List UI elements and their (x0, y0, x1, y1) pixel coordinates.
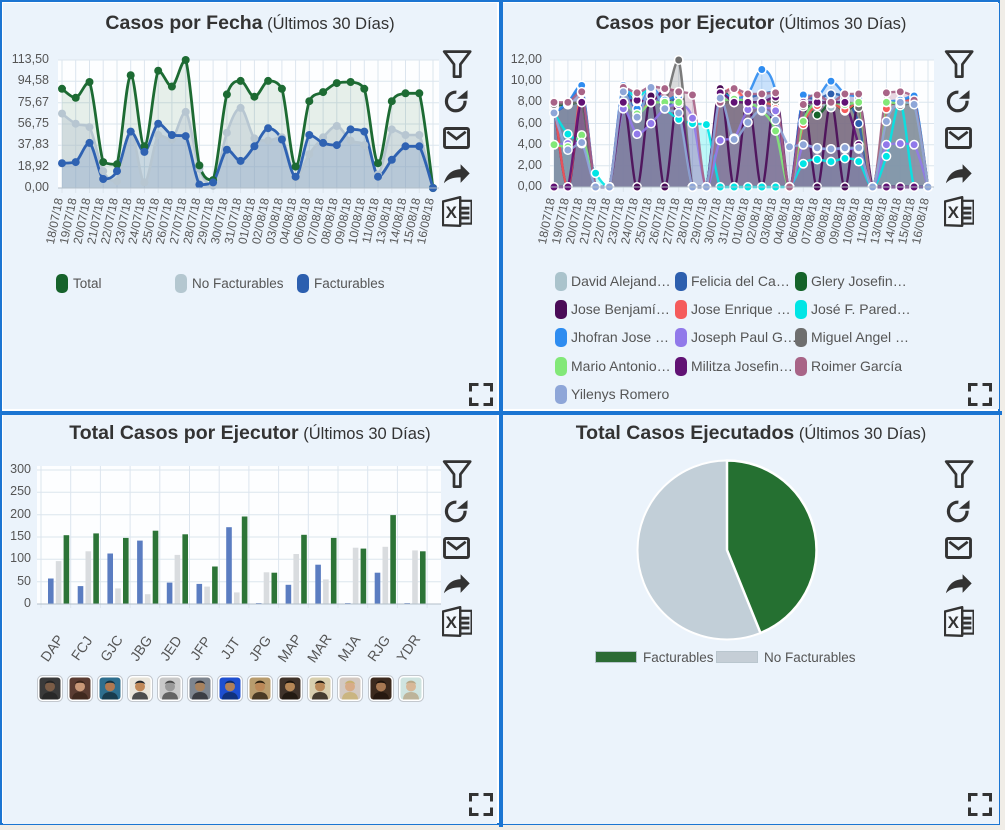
svg-text:MJA: MJA (334, 632, 364, 665)
svg-text:75,67: 75,67 (18, 95, 49, 109)
svg-text:18,92: 18,92 (18, 159, 49, 173)
svg-text:FCJ: FCJ (68, 633, 96, 663)
svg-text:0: 0 (24, 596, 31, 610)
svg-text:X: X (948, 203, 960, 222)
svg-text:10,00: 10,00 (511, 73, 542, 87)
svg-text:GJC: GJC (97, 632, 126, 664)
svg-text:250: 250 (10, 484, 31, 498)
svg-text:RJG: RJG (364, 632, 393, 664)
svg-text:MAP: MAP (274, 631, 305, 665)
svg-text:37,83: 37,83 (18, 137, 49, 151)
svg-text:YDR: YDR (393, 631, 423, 664)
svg-text:56,75: 56,75 (18, 116, 49, 130)
svg-text:X: X (446, 613, 458, 632)
svg-text:0,00: 0,00 (25, 180, 49, 194)
svg-text:94,58: 94,58 (18, 73, 49, 87)
svg-text:12,00: 12,00 (511, 52, 542, 66)
svg-text:DAP: DAP (37, 632, 67, 665)
svg-text:8,00: 8,00 (518, 94, 542, 108)
svg-text:150: 150 (10, 529, 31, 543)
svg-text:6,00: 6,00 (518, 116, 542, 130)
svg-text:JBG: JBG (127, 632, 156, 663)
svg-text:JED: JED (157, 633, 185, 664)
svg-text:50: 50 (17, 574, 31, 588)
svg-text:X: X (446, 203, 458, 222)
svg-text:0,00: 0,00 (518, 179, 542, 193)
svg-text:200: 200 (10, 507, 31, 521)
svg-text:MAR: MAR (304, 631, 335, 666)
svg-text:2,00: 2,00 (518, 158, 542, 172)
svg-text:300: 300 (10, 462, 31, 476)
svg-text:JFP: JFP (187, 633, 214, 663)
svg-text:JJT: JJT (217, 634, 243, 662)
svg-text:X: X (948, 613, 960, 632)
svg-text:4,00: 4,00 (518, 137, 542, 151)
svg-text:100: 100 (10, 551, 31, 565)
svg-text:JPG: JPG (245, 632, 274, 663)
svg-text:113,50: 113,50 (12, 52, 49, 66)
